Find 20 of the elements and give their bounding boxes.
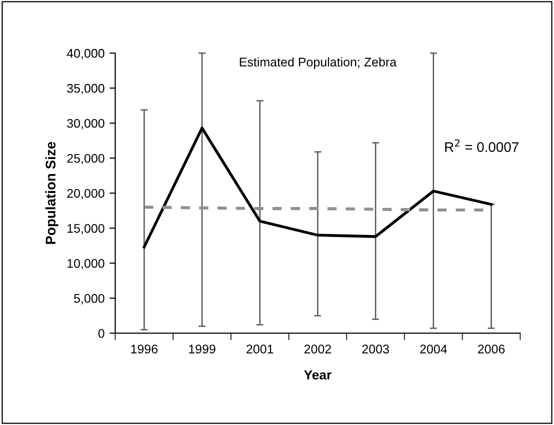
y-tick-label: 0 [98,329,104,338]
annotation: R$^{2}$ = 0.0007 [445,139,518,152]
y-tick-label: 30,000 [67,118,104,130]
x-tick-label: 2003 [362,344,389,354]
y-tick-label: 40,000 [66,48,104,60]
x-tick-label: 2006 [478,344,505,354]
y-tick-label: 5,000 [74,294,104,304]
y-axis-title: Population Size [45,142,58,244]
y-tick-label: 25,000 [67,154,104,164]
x-tick-label: 2002 [304,344,331,354]
y-tick-label: 10,000 [68,258,104,270]
x-tick-label: 1999 [189,344,216,354]
chart-title: Estimated Population; Zebra [240,57,397,69]
y-tick-label: 15,000 [68,224,104,234]
y-tick-label: 35,000 [67,84,104,94]
x-tick-label: 2001 [246,344,274,354]
y-tick-label: 20,000 [67,188,104,200]
x-tick-label: 2004 [420,344,447,354]
x-axis-title: Year [304,370,332,380]
x-tick-label: 1996 [131,344,158,354]
